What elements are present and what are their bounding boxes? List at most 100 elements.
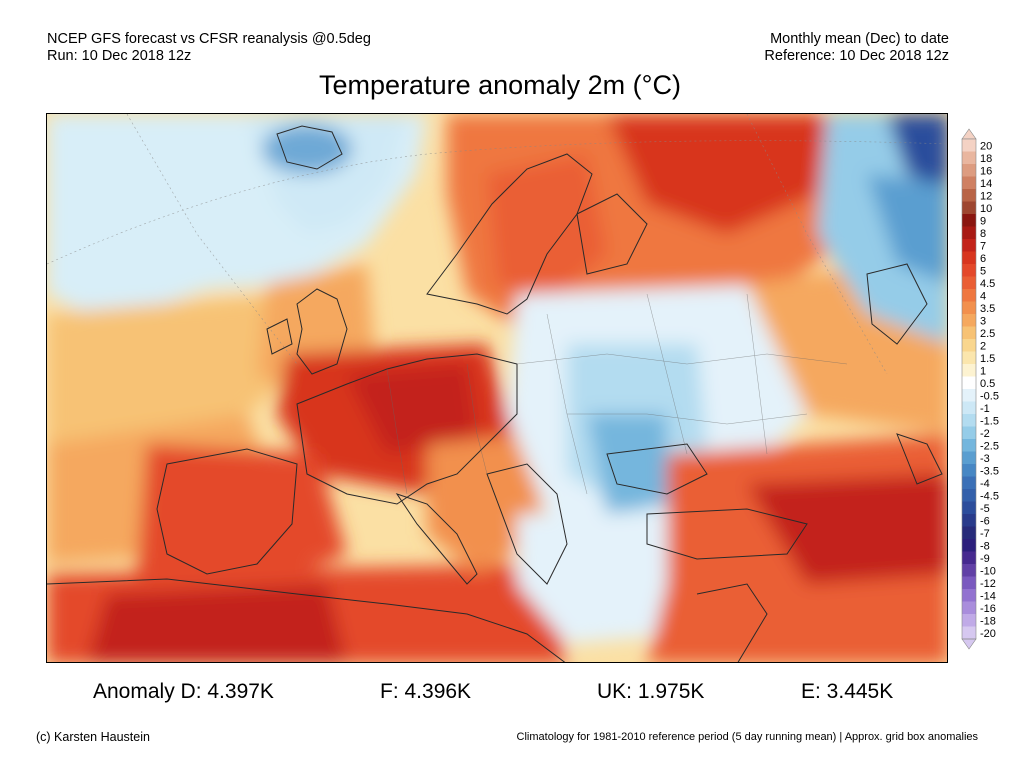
legend-box: [962, 526, 976, 540]
legend-label: 8: [980, 228, 986, 240]
legend-label: 5: [980, 265, 986, 277]
legend-label: 3: [980, 315, 986, 327]
map-title: Temperature anomaly 2m (°C): [319, 70, 681, 100]
legend-label: -12: [980, 578, 996, 590]
legend-label: -20: [980, 628, 996, 640]
legend-box: [962, 326, 976, 340]
legend-label: -18: [980, 615, 996, 627]
legend-box: [962, 176, 976, 190]
regional-anomaly-stats: Anomaly D: 4.397K F: 4.396K UK: 1.975K E…: [0, 680, 1024, 706]
legend-box: [962, 164, 976, 177]
legend-label: -7: [980, 528, 990, 540]
legend-box: [962, 614, 976, 627]
legend-label: -3.5: [980, 465, 999, 477]
legend-label: -16: [980, 603, 996, 615]
legend-label: 10: [980, 203, 992, 215]
legend-label: -3: [980, 453, 990, 465]
legend-box: [962, 451, 976, 465]
legend-box: [962, 601, 976, 615]
stat-domain: Anomaly D: 4.397K: [93, 680, 274, 703]
legend-label: 16: [980, 165, 992, 177]
legend-box: [962, 551, 976, 565]
copyright: (c) Karsten Haustein: [36, 730, 150, 744]
climatology-note: Climatology for 1981-2010 reference peri…: [516, 731, 978, 743]
legend-box: [962, 626, 976, 640]
legend-arrow-top: [961, 128, 977, 140]
legend-box: [962, 589, 976, 602]
legend-label: -4: [980, 478, 990, 490]
legend-label: -10: [980, 565, 996, 577]
stat-france: F: 4.396K: [380, 680, 472, 703]
legend-labels: 201816141210987654.543.532.521.510.5-0.5…: [980, 140, 999, 640]
legend-label: 1: [980, 365, 986, 377]
legend-label: -8: [980, 540, 990, 552]
anomaly-map: [46, 113, 948, 663]
legend-label: -1: [980, 403, 990, 415]
legend-label: 6: [980, 253, 986, 265]
legend-box: [962, 351, 976, 365]
legend-label: 3.5: [980, 303, 995, 315]
legend-box: [962, 426, 976, 440]
legend-label: 14: [980, 178, 992, 190]
stat-england: E: 3.445K: [801, 680, 894, 703]
legend-box: [962, 401, 976, 415]
legend-label: -9: [980, 553, 990, 565]
legend-box: [962, 376, 976, 390]
legend-arrow-bottom: [961, 638, 977, 650]
legend-label: 9: [980, 215, 986, 227]
color-legend: 201816141210987654.543.532.521.510.5-0.5…: [961, 128, 999, 650]
legend-box: [962, 189, 976, 202]
legend-box: [962, 539, 976, 552]
legend-box: [962, 439, 976, 452]
legend-box: [962, 214, 976, 227]
legend-label: 20: [980, 140, 992, 152]
legend-box: [962, 151, 976, 165]
legend-label: -1.5: [980, 415, 999, 427]
legend-label: -14: [980, 590, 996, 602]
legend-box: [962, 476, 976, 490]
coastlines: [47, 125, 943, 662]
legend-label: 4.5: [980, 278, 995, 290]
legend-box: [962, 239, 976, 252]
legend-label: 2.5: [980, 328, 995, 340]
legend-box: [962, 276, 976, 290]
legend-box: [962, 514, 976, 527]
reference-time: Reference: 10 Dec 2018 12z: [764, 48, 949, 64]
header-right: Monthly mean (Dec) to date Reference: 10…: [764, 31, 949, 65]
legend-box: [962, 489, 976, 502]
graticule: [47, 114, 947, 375]
anomaly-field: [47, 114, 947, 662]
legend-label: -5: [980, 503, 990, 515]
legend-box: [962, 339, 976, 352]
model-description: NCEP GFS forecast vs CFSR reanalysis @0.…: [47, 31, 371, 47]
legend-box: [962, 139, 976, 152]
legend-box: [962, 314, 976, 327]
legend-box: [962, 414, 976, 427]
legend-box: [962, 289, 976, 302]
legend-label: -2.5: [980, 440, 999, 452]
legend-box: [962, 576, 976, 590]
legend-box: [962, 301, 976, 315]
legend-box: [962, 201, 976, 215]
header-left: NCEP GFS forecast vs CFSR reanalysis @0.…: [47, 31, 371, 65]
legend-box: [962, 464, 976, 477]
stat-uk: UK: 1.975K: [597, 680, 705, 703]
legend-box: [962, 564, 976, 577]
legend-box: [962, 264, 976, 277]
legend-label: 7: [980, 240, 986, 252]
country-borders: [386, 293, 848, 495]
legend-label: 0.5: [980, 378, 995, 390]
legend-label: 1.5: [980, 353, 995, 365]
run-time: Run: 10 Dec 2018 12z: [47, 48, 192, 64]
legend-label: 4: [980, 290, 986, 302]
legend-box: [962, 251, 976, 265]
period-description: Monthly mean (Dec) to date: [770, 31, 949, 47]
legend-label: 12: [980, 190, 992, 202]
legend-box: [962, 501, 976, 515]
legend-box: [962, 226, 976, 240]
legend-label: 18: [980, 153, 992, 165]
legend-label: 2: [980, 340, 986, 352]
legend-label: -6: [980, 515, 990, 527]
anomaly-map-graphic: [47, 114, 947, 662]
legend-label: -0.5: [980, 390, 999, 402]
